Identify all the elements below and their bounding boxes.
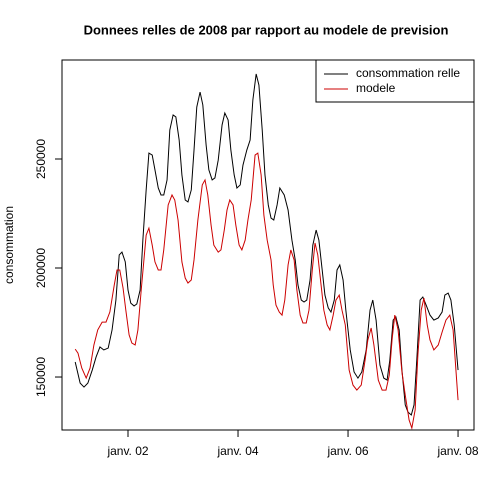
y-tick-label: 150000 [34,357,48,397]
chart-title: Donnees relles de 2008 par rapport au mo… [84,22,449,37]
x-tick-label: janv. 02 [106,444,148,458]
legend-box [315,59,475,103]
y-axis-label: consommation [2,206,16,284]
legend-label: modele [356,81,396,95]
plot-frame [61,59,475,431]
x-tick-label: janv. 04 [216,444,258,458]
x-tick-label: janv. 08 [436,444,478,458]
series-line [74,73,459,416]
legend-label: consommation relle [356,66,460,80]
x-tick-label: janv. 06 [326,444,368,458]
y-tick-label: 200000 [34,248,48,288]
y-tick-label: 250000 [34,139,48,179]
series-line [74,152,459,431]
